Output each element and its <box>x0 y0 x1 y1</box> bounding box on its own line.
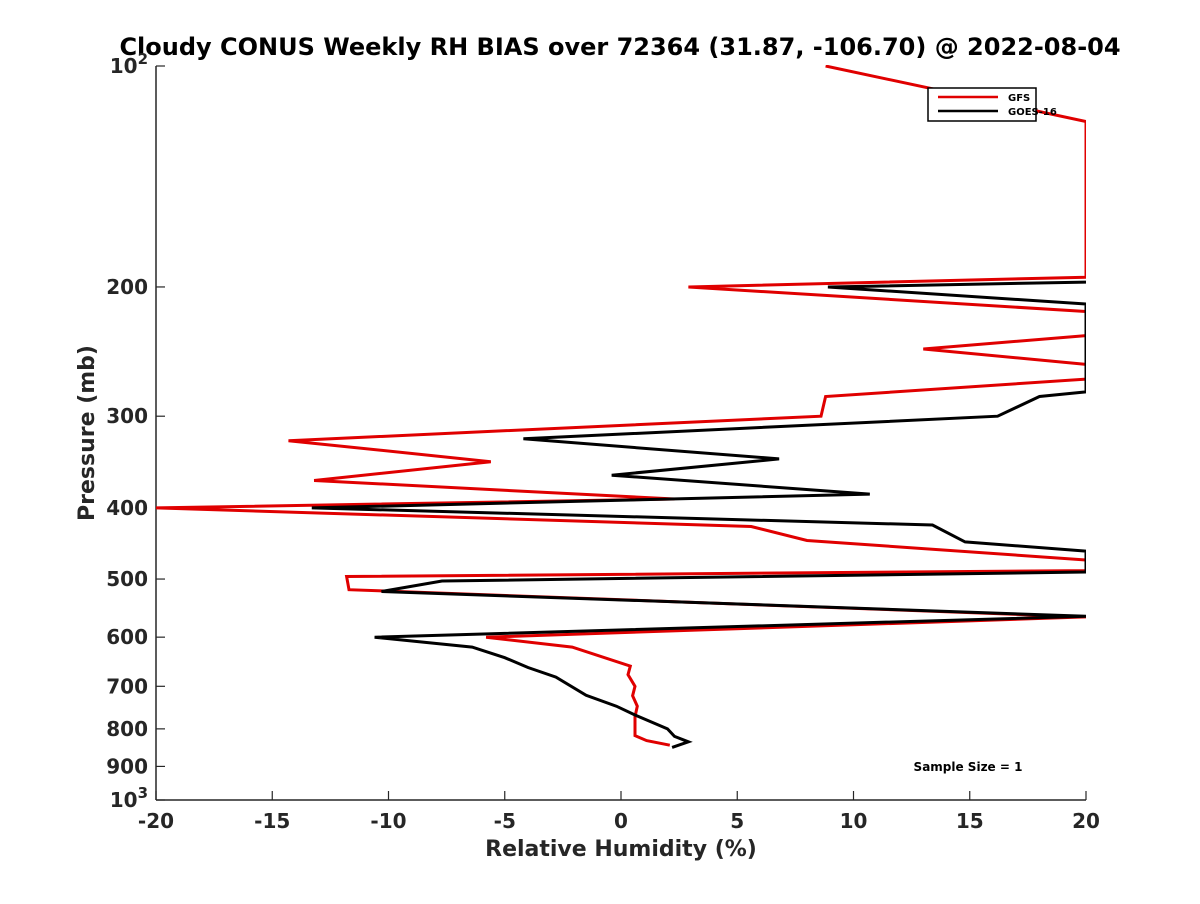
x-axis-label: Relative Humidity (%) <box>485 837 757 862</box>
legend-label-gfs: GFS <box>1008 93 1030 104</box>
legend-label-goes-16: GOES-16 <box>1008 107 1057 118</box>
x-tick-label: -10 <box>370 809 406 833</box>
x-tick-label: 10 <box>840 809 868 833</box>
y-axis-label: Pressure (mb) <box>75 345 100 521</box>
y-tick-label: 600 <box>106 625 148 649</box>
chart-title: Cloudy CONUS Weekly RH BIAS over 72364 (… <box>119 33 1120 61</box>
y-tick-label: 900 <box>106 754 148 778</box>
x-tick-label: 5 <box>730 809 744 833</box>
series-line-gfs <box>156 65 1086 747</box>
x-tick-label: 20 <box>1072 809 1100 833</box>
plot-area: -20 -15 -10 -5 0 5 10 15 20 102 200 300 400 500 600 700… <box>106 50 1100 833</box>
legend-box <box>927 87 1037 122</box>
series-lines <box>156 65 1086 749</box>
y-tick-label: 700 <box>106 674 148 698</box>
y-tick-label: 200 <box>106 275 148 299</box>
sample-size-annotation: Sample Size = 1 <box>914 760 1023 774</box>
chart-legend: GFS GOES-16 <box>927 87 1057 122</box>
y-tick-label: 103 <box>110 784 148 812</box>
x-tick-label: -20 <box>138 809 174 833</box>
series-line-goes-16 <box>311 280 1086 749</box>
x-tick-label: 15 <box>956 809 984 833</box>
y-tick-label: 300 <box>106 404 148 428</box>
x-tick-label: -15 <box>254 809 290 833</box>
y-tick-label: 500 <box>106 567 148 591</box>
y-tick-label: 400 <box>106 496 148 520</box>
x-tick-label: 0 <box>614 809 628 833</box>
y-tick-label: 102 <box>110 50 148 78</box>
x-tick-label: -5 <box>494 809 516 833</box>
y-tick-label: 800 <box>106 717 148 741</box>
